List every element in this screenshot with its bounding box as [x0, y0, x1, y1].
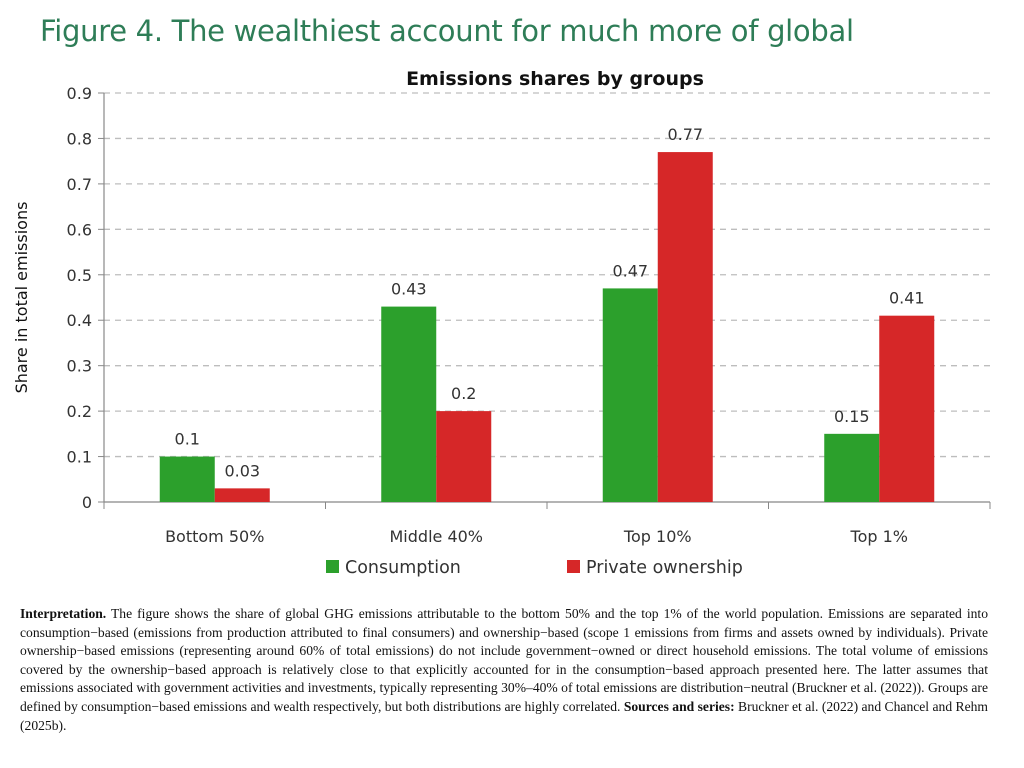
bar-consumption	[602, 288, 658, 502]
legend-label: Private ownership	[586, 558, 743, 578]
y-tick-label: 0.5	[67, 266, 92, 285]
y-tick-label: 0.7	[67, 175, 92, 194]
note-lead: Interpretation.	[20, 606, 107, 621]
note-body: The figure shows the share of global GHG…	[20, 606, 988, 714]
bar-private-ownership	[436, 411, 492, 502]
y-axis-label: Share in total emissions	[12, 202, 31, 394]
bar-chart: Emissions shares by groups Share in total…	[12, 68, 991, 578]
bar-consumption	[824, 433, 880, 502]
bar-private-ownership	[214, 488, 270, 502]
legend-swatch	[326, 560, 339, 573]
data-label: 0.2	[451, 384, 476, 403]
data-label: 0.1	[175, 430, 200, 449]
x-tick-label: Top 1%	[850, 527, 908, 546]
bar-private-ownership	[657, 152, 713, 503]
legend-swatch	[567, 560, 580, 573]
data-label: 0.77	[667, 125, 703, 144]
y-tick-label: 0.1	[67, 448, 92, 467]
sources-label: Sources and series:	[623, 698, 735, 714]
y-tick-label: 0.4	[67, 311, 92, 330]
sources-text: Bruckner et al. (2022) and Chancel and R…	[20, 698, 989, 733]
y-tick-label: 0.2	[67, 402, 92, 421]
data-label: 0.47	[612, 261, 648, 280]
bar-consumption	[381, 306, 437, 502]
y-tick-label: 0	[82, 493, 92, 512]
y-tick-label: 0.8	[67, 129, 92, 148]
x-tick-label: Middle 40%	[390, 527, 484, 546]
data-label: 0.15	[834, 407, 870, 426]
x-tick-label: Bottom 50%	[165, 527, 264, 546]
chart-title: Emissions shares by groups	[406, 68, 704, 90]
data-label: 0.03	[224, 461, 260, 480]
bar-private-ownership	[879, 315, 935, 502]
y-tick-label: 0.6	[67, 220, 92, 239]
bar-consumption	[159, 456, 215, 502]
x-tick-label: Top 10%	[623, 527, 692, 546]
interpretation-note: Interpretation. The figure shows the sha…	[20, 605, 988, 735]
legend-label: Consumption	[345, 558, 461, 578]
y-tick-label: 0.3	[67, 357, 92, 376]
data-label: 0.43	[391, 280, 427, 299]
figure-heading: Figure 4. The wealthiest account for muc…	[40, 14, 854, 48]
data-label: 0.41	[889, 289, 925, 308]
y-tick-label: 0.9	[67, 84, 92, 103]
